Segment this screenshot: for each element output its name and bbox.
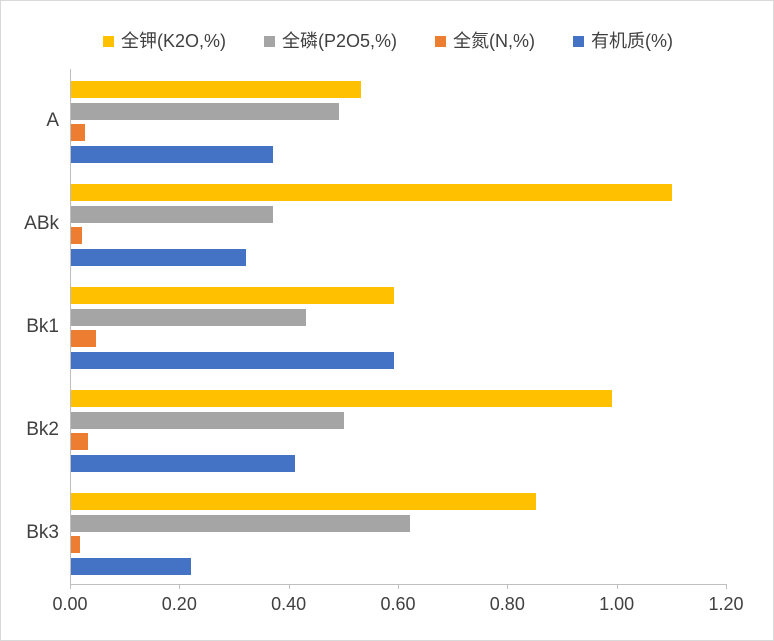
x-axis-tick-label: 0.20 bbox=[161, 594, 197, 614]
x-axis-tick-label: 1.20 bbox=[708, 594, 744, 614]
chart-legend: 全钾(K2O,%) 全磷(P2O5,%) 全氮(N,%) 有机质(%) bbox=[1, 27, 773, 55]
bar-fill bbox=[71, 124, 85, 141]
x-axis-tick-label: 1.00 bbox=[599, 594, 635, 614]
bar-group bbox=[70, 378, 726, 481]
y-axis-category-label: Bk1 bbox=[26, 315, 59, 337]
legend-swatch-icon bbox=[435, 35, 447, 47]
bar-fill bbox=[71, 184, 673, 201]
bar-fill bbox=[71, 248, 246, 266]
bar[interactable] bbox=[71, 433, 88, 450]
legend-swatch-icon bbox=[263, 35, 275, 47]
x-axis-tick bbox=[179, 584, 181, 589]
bar-group bbox=[70, 69, 726, 172]
legend-label: 有机质(%) bbox=[591, 31, 674, 51]
legend-item[interactable]: 全氮(N,%) bbox=[435, 32, 535, 50]
x-axis-tick bbox=[70, 584, 71, 589]
x-axis-tick-label: 0.40 bbox=[271, 594, 307, 614]
x-axis-tick-label: 0.00 bbox=[52, 594, 88, 614]
bar[interactable] bbox=[71, 411, 345, 429]
bar[interactable] bbox=[71, 536, 80, 553]
bar[interactable] bbox=[71, 102, 339, 120]
bar[interactable] bbox=[71, 351, 394, 369]
x-axis-tick bbox=[398, 584, 399, 589]
bar-fill bbox=[71, 287, 394, 304]
bar[interactable] bbox=[71, 454, 296, 472]
bar[interactable] bbox=[71, 330, 97, 347]
bar-fill bbox=[71, 102, 339, 120]
y-axis-category-label: Bk2 bbox=[26, 418, 59, 440]
bar-fill bbox=[71, 81, 361, 98]
bar[interactable] bbox=[71, 390, 613, 407]
bar[interactable] bbox=[71, 493, 536, 510]
bar[interactable] bbox=[71, 287, 394, 304]
legend-label: 全磷(P2O5,%) bbox=[281, 31, 398, 51]
bar-fill bbox=[71, 557, 192, 575]
x-axis-tick-label: 0.80 bbox=[489, 594, 525, 614]
bar-fill bbox=[71, 227, 83, 244]
bar-group bbox=[70, 172, 726, 275]
bar-fill bbox=[71, 454, 296, 472]
bar[interactable] bbox=[71, 248, 246, 266]
bar-fill bbox=[71, 351, 394, 369]
plot-area bbox=[70, 69, 726, 584]
legend-swatch-icon bbox=[102, 35, 114, 47]
y-axis-category-label: A bbox=[46, 109, 59, 131]
x-axis-tick bbox=[616, 584, 618, 589]
bar-fill bbox=[71, 411, 345, 429]
x-axis-tick bbox=[288, 584, 290, 589]
bar-fill bbox=[71, 390, 613, 407]
bar[interactable] bbox=[71, 184, 673, 201]
bar[interactable] bbox=[71, 81, 361, 98]
bar[interactable] bbox=[71, 557, 192, 575]
bar-fill bbox=[71, 145, 274, 163]
bar[interactable] bbox=[71, 124, 85, 141]
bar-fill bbox=[71, 536, 80, 553]
legend-item[interactable]: 全钾(K2O,%) bbox=[102, 31, 226, 51]
bar[interactable] bbox=[71, 227, 83, 244]
legend-swatch-icon bbox=[573, 35, 585, 47]
y-axis-category-label: Bk3 bbox=[26, 521, 59, 543]
legend-item[interactable]: 有机质(%) bbox=[573, 32, 673, 50]
bar-fill bbox=[71, 433, 88, 450]
bar-fill bbox=[71, 205, 274, 223]
bar-group bbox=[70, 275, 726, 378]
y-axis-line bbox=[70, 69, 71, 584]
bar[interactable] bbox=[71, 145, 274, 163]
x-axis-tick-label: 0.60 bbox=[380, 594, 416, 614]
bar[interactable] bbox=[71, 308, 307, 326]
legend-item[interactable]: 全磷(P2O5,%) bbox=[263, 31, 398, 51]
bar-fill bbox=[71, 330, 97, 347]
y-axis-category-label: ABk bbox=[24, 212, 59, 234]
x-axis-tick bbox=[507, 584, 509, 589]
bar[interactable] bbox=[71, 514, 410, 532]
bar-fill bbox=[71, 308, 307, 326]
bar-fill bbox=[71, 493, 536, 510]
legend-label: 全钾(K2O,%) bbox=[120, 31, 226, 51]
bar-fill bbox=[71, 514, 410, 532]
legend-label: 全氮(N,%) bbox=[453, 31, 536, 51]
bar[interactable] bbox=[71, 205, 274, 223]
bar-group bbox=[70, 481, 726, 584]
x-axis-tick bbox=[726, 584, 727, 589]
